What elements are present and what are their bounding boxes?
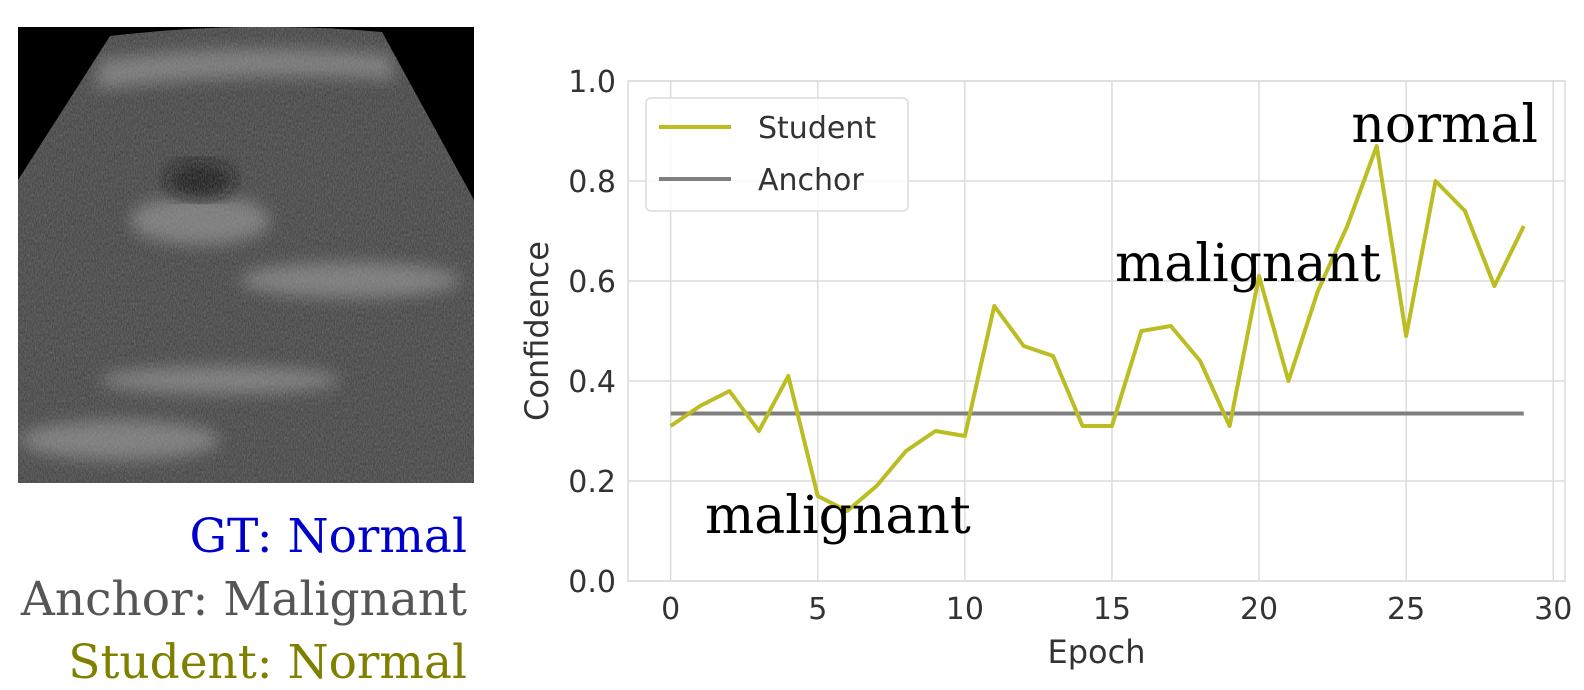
x-tick-label: 15 (1093, 592, 1131, 627)
x-tick-label: 25 (1387, 592, 1425, 627)
y-tick-label: 1.0 (568, 65, 616, 100)
caption: GT: Normal Anchor: Malignant Student: Norm… (20, 509, 467, 685)
x-tick-label: 30 (1534, 592, 1572, 627)
x-tick-label: 5 (808, 592, 827, 627)
y-tick-label: 0.2 (568, 465, 616, 500)
x-tick-label: 20 (1240, 592, 1278, 627)
annotation: malignant (705, 486, 971, 546)
x-axis-label: Epoch (1048, 633, 1146, 671)
ultrasound-image (18, 27, 474, 483)
x-tick-label: 0 (661, 592, 680, 627)
annotation: malignant (1115, 234, 1381, 294)
legend-label: Student (758, 111, 876, 146)
x-tick-label: 10 (946, 592, 984, 627)
page: GT: Normal Anchor: Malignant Student: Norm… (0, 0, 1584, 685)
caption-line: GT: Normal (189, 509, 467, 564)
y-tick-label: 0.0 (568, 565, 616, 600)
y-axis-label: Confidence (518, 241, 556, 421)
figure: GT: Normal Anchor: Malignant Student: Norm… (0, 0, 1584, 685)
y-tick-label: 0.8 (568, 165, 616, 200)
legend-label: Anchor (758, 163, 864, 198)
y-tick-label: 0.6 (568, 265, 616, 300)
chart: 0.0 0.2 0.4 0.6 0.8 1.0 0 5 10 15 20 25 30 Epoch Confi… (518, 65, 1572, 671)
y-tick-label: 0.4 (568, 365, 616, 400)
caption-line: Anchor: Malignant (20, 572, 467, 627)
annotation: normal (1351, 95, 1538, 155)
caption-line: Student: Normal (68, 635, 467, 685)
